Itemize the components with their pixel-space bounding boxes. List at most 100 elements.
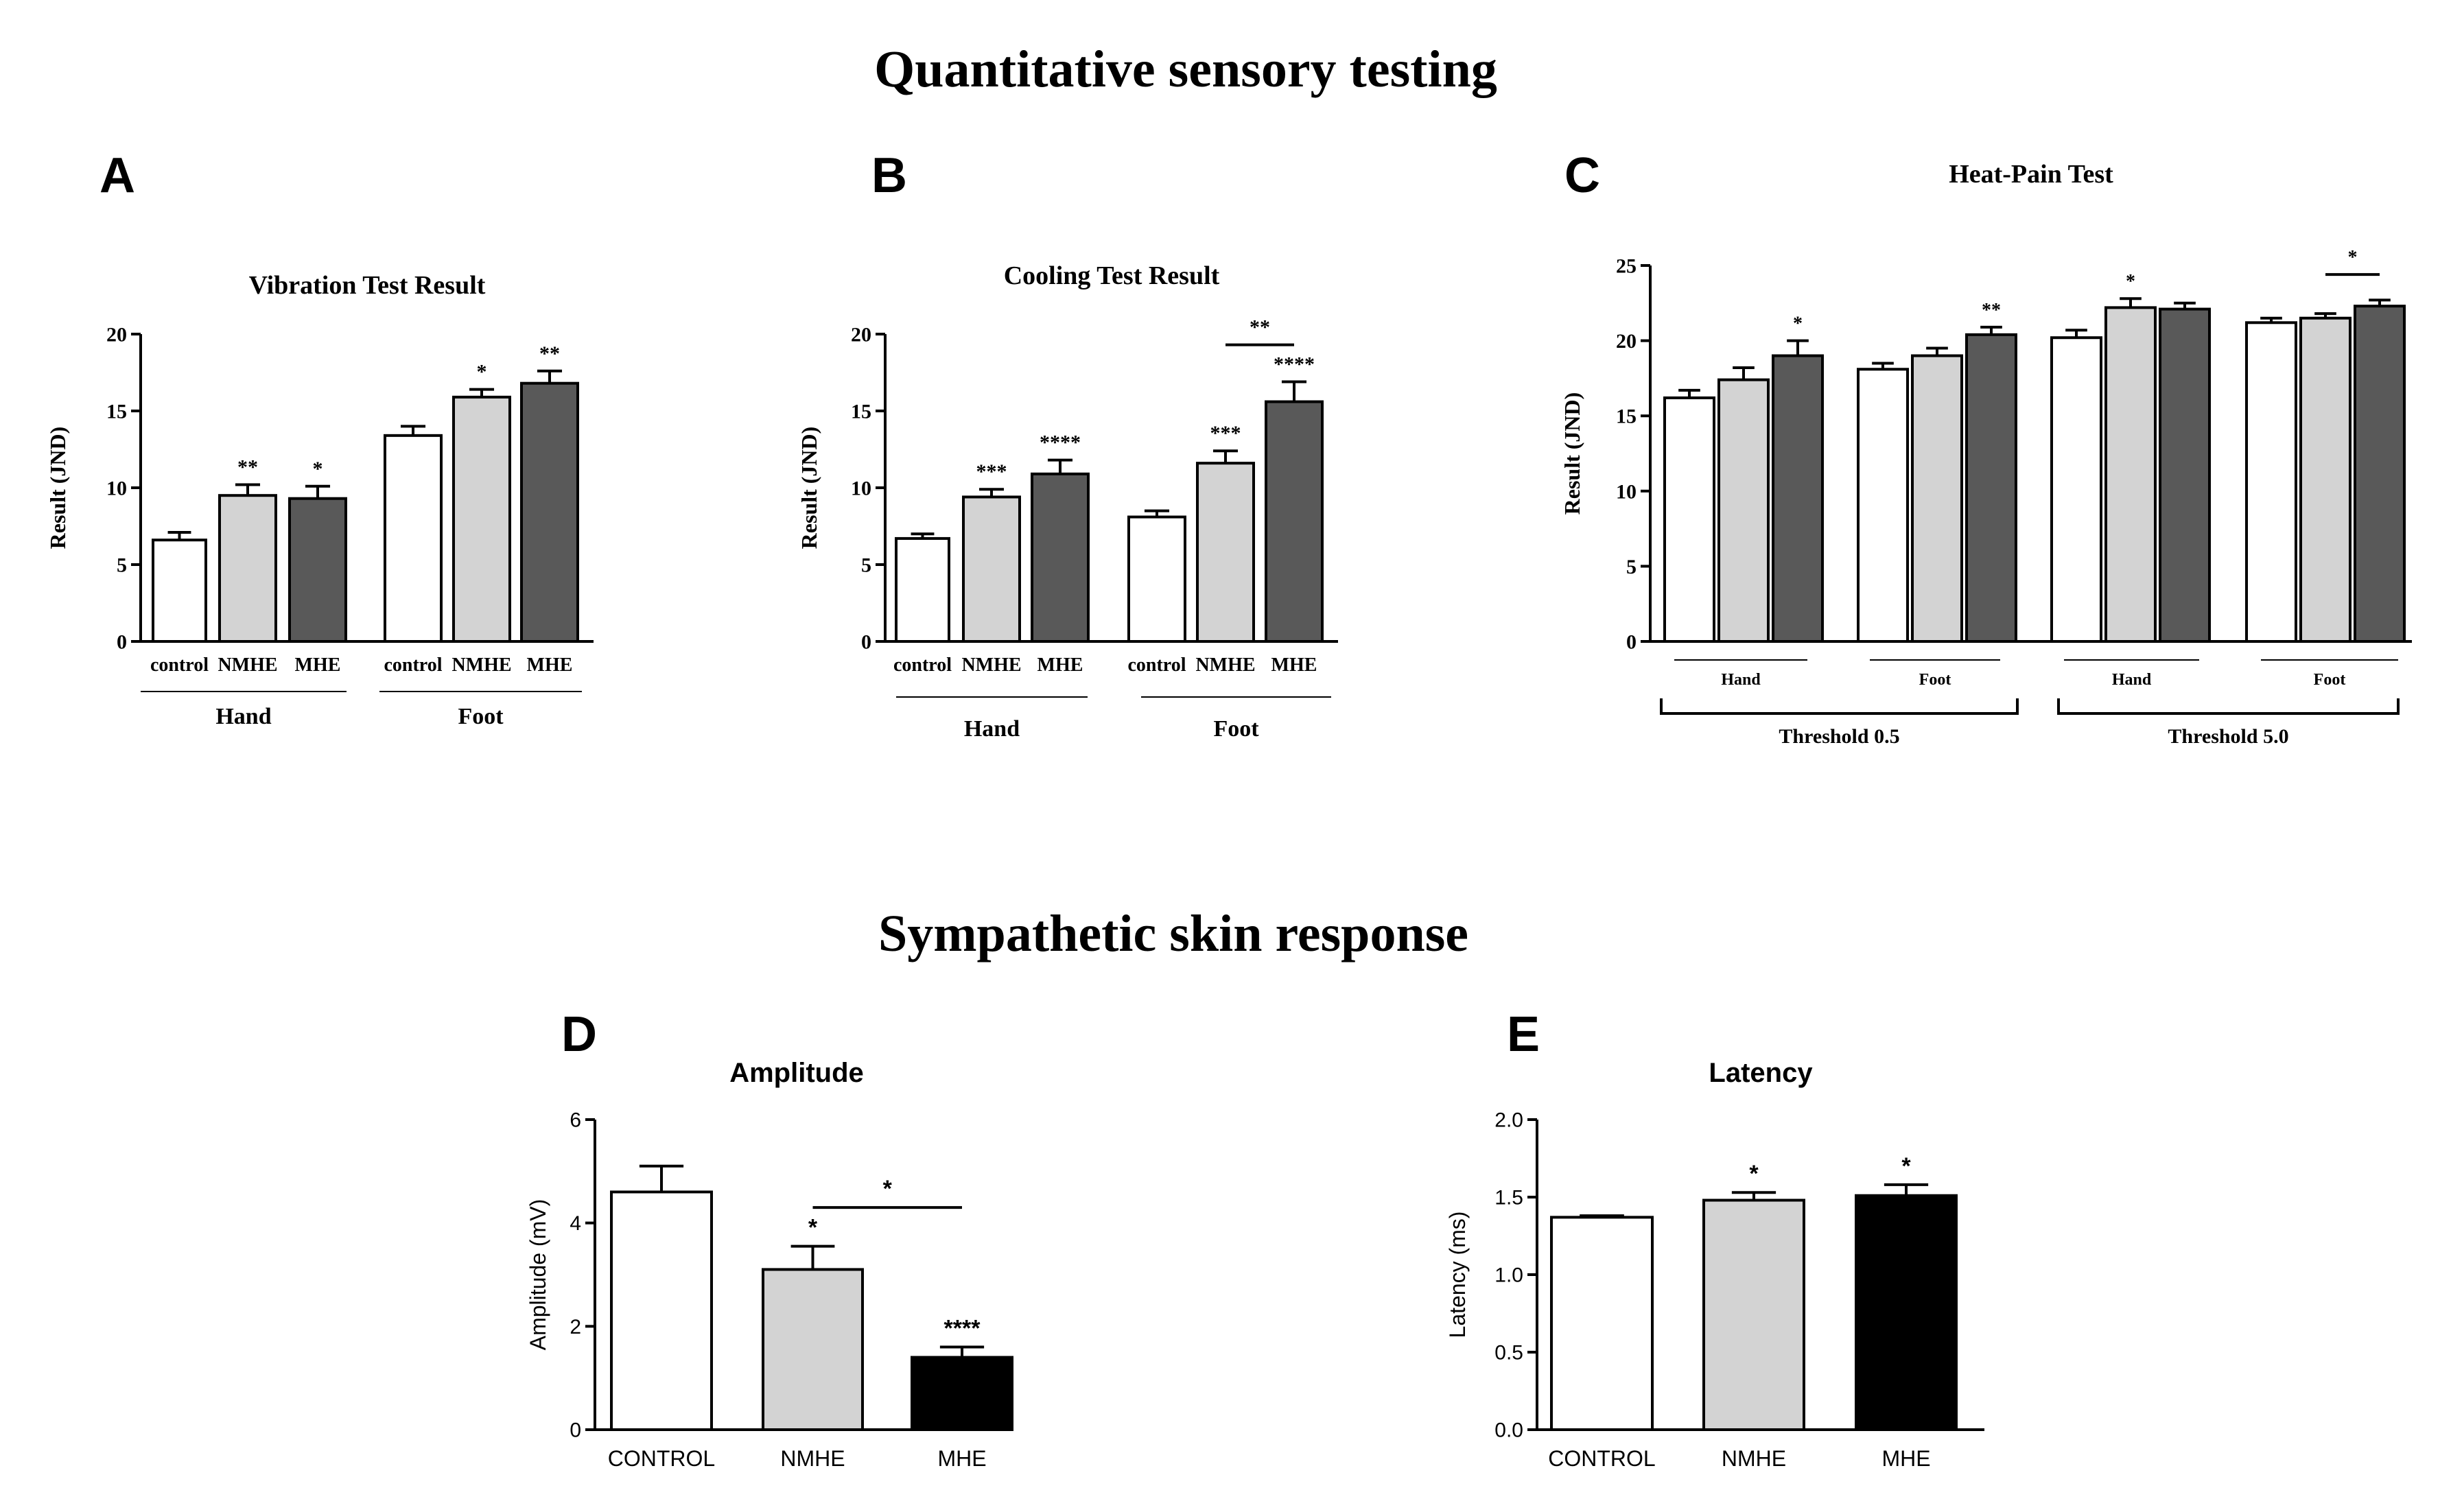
y-tick-label: 5 [117, 554, 127, 577]
bar-control [152, 539, 207, 643]
significance-label: **** [1040, 432, 1081, 454]
bar-control [1550, 1216, 1654, 1431]
y-tick-label: 0 [1626, 631, 1637, 654]
bar-control [1127, 515, 1186, 643]
subgroup-label: Foot [2314, 671, 2346, 689]
y-tick-label: 15 [1616, 405, 1637, 428]
bar-control [1663, 396, 1715, 643]
subgroup-label: Hand [1721, 671, 1761, 689]
category-label: NMHE [218, 654, 277, 676]
bar-nmhe [1702, 1198, 1805, 1432]
bar-nmhe [762, 1268, 864, 1432]
threshold-label: Threshold 5.0 [2168, 725, 2288, 748]
significance-label: * [477, 361, 487, 383]
chart-latency: Latency Latency (ms) 0.0 0.5 1.0 1.5 2.0 CONTRO… [1445, 1058, 1984, 1471]
y-tick-label: 20 [1616, 330, 1637, 353]
bar-mhe [911, 1356, 1013, 1431]
significance-label: ** [237, 456, 258, 479]
bar-nmhe [218, 494, 277, 643]
significance-label: ** [1982, 300, 2001, 321]
bar-nmhe [1717, 378, 1770, 643]
category-label: NMHE [961, 654, 1021, 676]
category-label: NMHE [452, 654, 511, 676]
significance-label: **** [944, 1315, 981, 1341]
section-title-sensory: Quantitative sensory testing [874, 40, 1497, 98]
group-label: Foot [1213, 716, 1259, 742]
subgroup-label: Hand [2112, 671, 2152, 689]
y-tick-label: 6 [570, 1109, 581, 1132]
category-label: NMHE [780, 1446, 845, 1471]
panel-letter-b: B [871, 148, 907, 203]
bar-control [610, 1190, 713, 1431]
y-axis-label: Result (JND) [45, 427, 70, 550]
bar-control [2050, 336, 2102, 643]
category-label: MHE [937, 1446, 986, 1471]
category-label: control [150, 654, 209, 676]
bar-nmhe [1911, 354, 1963, 643]
bar-mhe [2159, 307, 2211, 643]
bar-nmhe [2299, 316, 2352, 643]
bar-mhe [1855, 1194, 1958, 1431]
bar-control [1857, 368, 1909, 643]
chart-title: Latency [1709, 1058, 1813, 1088]
threshold-bracket [1660, 698, 2019, 715]
bar-nmhe [962, 495, 1021, 643]
bar-mhe [2354, 305, 2406, 643]
category-label: NMHE [1195, 654, 1255, 676]
bar-nmhe [2104, 306, 2157, 643]
y-tick-label: 10 [1616, 480, 1637, 503]
significance-label: * [1793, 314, 1803, 335]
category-label: MHE [1037, 654, 1083, 676]
y-tick-label: 15 [851, 401, 871, 423]
threshold-bracket [2057, 698, 2400, 715]
y-axis-label: Latency (ms) [1445, 1212, 1470, 1338]
category-label: control [384, 654, 442, 676]
y-axis-label: Amplitude (mV) [526, 1199, 550, 1351]
y-tick-label: 5 [861, 554, 871, 577]
y-tick-label: 0.0 [1494, 1419, 1523, 1442]
category-label: MHE [295, 654, 341, 676]
group-label: Hand [964, 716, 1020, 742]
bar-mhe [288, 497, 347, 643]
significance-label: **** [1274, 353, 1315, 375]
y-tick-label: 0 [861, 631, 871, 654]
significance-label: * [808, 1215, 818, 1241]
significance-label: ** [539, 342, 560, 365]
bar-mhe [1772, 354, 1824, 643]
y-tick-label: 0 [117, 631, 127, 654]
y-tick-label: 25 [1616, 255, 1637, 278]
y-axis-label: Result (JND) [797, 427, 821, 550]
significance-label: *** [1210, 422, 1241, 445]
category-label: NMHE [1722, 1446, 1786, 1471]
bar-mhe [1965, 333, 2017, 643]
group-label: Foot [458, 704, 504, 729]
chart-vibration: Vibration Test Result Result (JND) 0 5 10 15 2… [45, 271, 594, 729]
panel-letter-d: D [561, 1007, 597, 1062]
y-tick-label: 2.0 [1494, 1109, 1523, 1132]
category-label: control [1127, 654, 1186, 676]
category-label: MHE [1881, 1446, 1930, 1471]
y-tick-label: 15 [106, 401, 127, 423]
bar-nmhe [1196, 462, 1255, 643]
subgroup-label: Foot [1919, 671, 1951, 689]
comparison-label: * [883, 1176, 893, 1202]
comparison-label: ** [1250, 316, 1270, 339]
comparison-label: * [2348, 247, 2358, 268]
y-tick-label: 0.5 [1494, 1342, 1523, 1365]
category-label: control [893, 654, 952, 676]
y-tick-label: 4 [570, 1212, 581, 1235]
panel-letter-a: A [99, 148, 135, 203]
y-tick-label: 10 [106, 477, 127, 500]
threshold-label: Threshold 0.5 [1779, 725, 1899, 748]
bar-control [895, 536, 950, 643]
panel-letter-c: C [1564, 148, 1600, 203]
category-label: CONTROL [608, 1446, 715, 1471]
y-tick-label: 10 [851, 477, 871, 500]
bar-mhe [1265, 400, 1324, 643]
y-tick-label: 20 [106, 324, 127, 346]
y-tick-label: 0 [570, 1419, 581, 1442]
chart-amplitude: Amplitude Amplitude (mV) 0 2 4 6 CONTROL * NMHE *… [526, 1058, 1013, 1471]
